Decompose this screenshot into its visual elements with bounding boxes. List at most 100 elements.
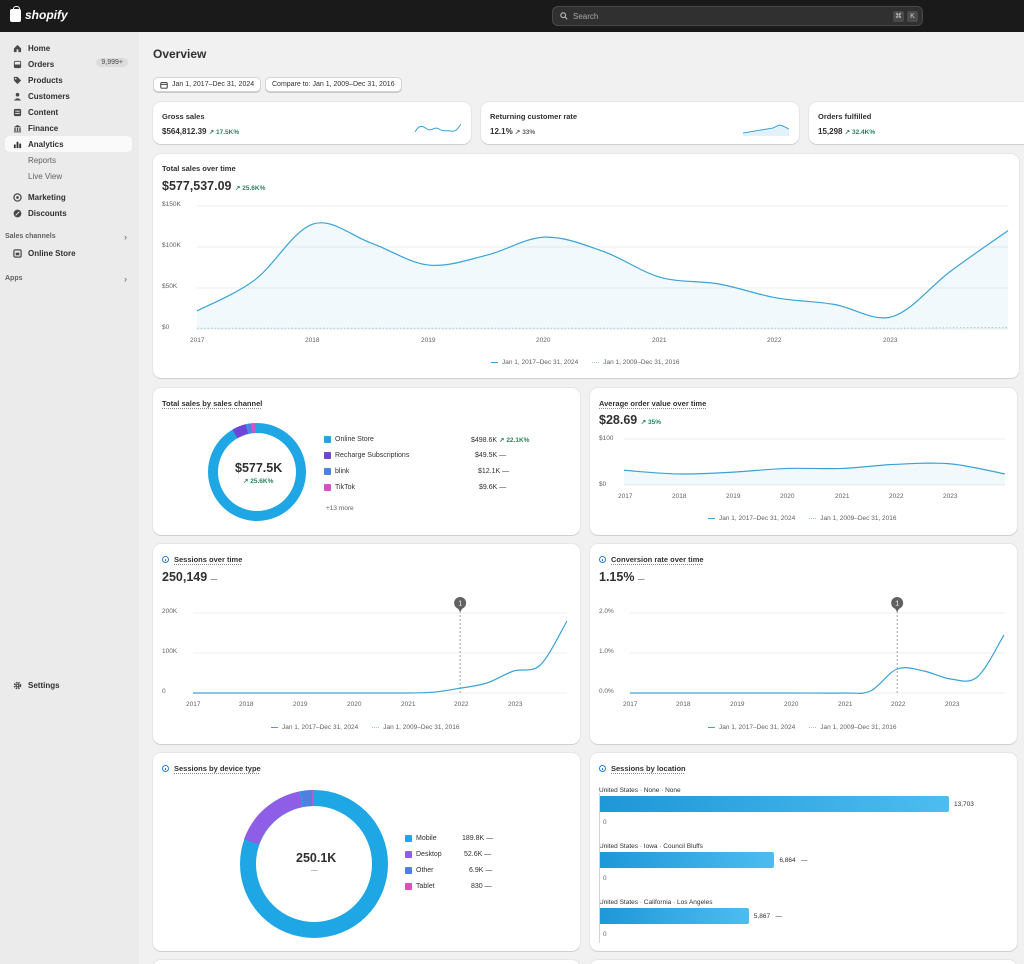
sidebar-item-discounts[interactable]: Discounts <box>5 205 132 221</box>
top-bar: shopify ⌘ K <box>0 0 1024 32</box>
legend-label: Jan 1, 2017–Dec 31, 2024 <box>719 724 796 731</box>
device-legend-row[interactable]: Tablet <box>405 883 435 890</box>
info-icon[interactable] <box>162 765 169 772</box>
card-title: Conversion rate over time <box>599 555 704 564</box>
conversion-card: Conversion rate over time 1.15% — 2.0% 1… <box>590 544 1017 744</box>
sidebar-item-content[interactable]: Content <box>5 104 132 120</box>
apps-chevron-icon[interactable]: › <box>124 274 127 284</box>
kpi-card-returning-rate[interactable]: Returning customer rate 12.1% ↗ 33% <box>481 102 799 144</box>
location-delta: — <box>801 857 808 864</box>
sidebar-item-marketing[interactable]: Marketing <box>5 189 132 205</box>
more-channels-link[interactable]: +13 more <box>326 505 354 512</box>
compare-picker[interactable]: Compare to: Jan 1, 2009–Dec 31, 2016 <box>265 77 402 92</box>
kpi-value: 15,298 ↗ 32.4K% <box>818 127 875 136</box>
aov-chart <box>623 438 1006 486</box>
kpi-card-gross-sales[interactable]: Gross sales $564,812.39 ↗ 17.5K% <box>153 102 471 144</box>
sidebar-item-live-view[interactable]: Live View <box>5 168 132 184</box>
card-title: Sessions over time <box>162 555 242 564</box>
discount-icon <box>13 209 22 217</box>
sidebar-item-customers[interactable]: Customers <box>5 88 132 104</box>
channel-delta: 22.1K% <box>506 437 530 444</box>
legend-item-current[interactable]: Jan 1, 2017–Dec 31, 2024 <box>271 724 358 731</box>
channel-value: $498.6K ↗ 22.1K% <box>471 436 530 445</box>
page-title: Overview <box>153 47 207 61</box>
location-bar[interactable] <box>599 852 775 868</box>
channel-legend-row[interactable]: blink <box>324 468 349 475</box>
kpi-card-orders-fulfilled[interactable]: Orders fulfilled 15,298 ↗ 32.4K% <box>809 102 1024 144</box>
info-icon[interactable] <box>599 556 606 563</box>
info-icon[interactable] <box>162 556 169 563</box>
sidebar-item-settings[interactable]: Settings <box>5 677 132 693</box>
sidebar-item-finance[interactable]: Finance <box>5 120 132 136</box>
shopify-logo[interactable]: shopify <box>10 5 68 22</box>
kpi-delta: 17.5K% <box>216 129 240 136</box>
sessions-chart: 1 <box>192 597 568 694</box>
channel-value-text: $498.6K <box>471 436 498 444</box>
kpi-value-text: 12.1% <box>490 127 513 136</box>
device-legend-row[interactable]: Other <box>405 867 434 874</box>
sidebar-item-online-store[interactable]: Online Store <box>5 245 132 261</box>
x-tick: 2018 <box>672 493 687 500</box>
location-bar[interactable] <box>599 908 749 924</box>
card-title-text: Sessions by location <box>611 764 686 773</box>
annotation-marker <box>891 597 904 609</box>
kpi-sparkline <box>743 124 789 136</box>
total-sales-delta: 25.6K% <box>242 185 266 192</box>
legend-item-previous[interactable]: Jan 1, 2009–Dec 31, 2016 <box>592 359 680 366</box>
sidebar-item-reports[interactable]: Reports <box>5 152 132 168</box>
device-value-text: 6.9K <box>469 867 484 874</box>
location-label: United States · California · Los Angeles <box>599 899 713 906</box>
sidebar-item-label: Reports <box>28 155 57 165</box>
donut-slice-online-store[interactable] <box>208 423 306 521</box>
legend-item-current[interactable]: Jan 1, 2017–Dec 31, 2024 <box>708 515 795 522</box>
donut-slice-recharge[interactable] <box>232 424 249 439</box>
channel-legend-row[interactable]: Recharge Subscriptions <box>324 452 409 459</box>
y-tick: 100K <box>162 648 178 655</box>
y-tick: $150K <box>162 201 181 208</box>
date-range-picker[interactable]: Jan 1, 2017–Dec 31, 2024 <box>153 77 262 92</box>
card-title: Total sales over time <box>162 164 236 173</box>
channel-value-text: $49.5K <box>475 452 498 459</box>
channel-legend-row[interactable]: Online Store <box>324 436 374 443</box>
channel-legend-row[interactable]: TikTok <box>324 484 355 491</box>
sales-channels-chevron-icon[interactable]: › <box>124 232 127 242</box>
channel-value: $9.6K — <box>479 484 506 491</box>
device-legend-row[interactable]: Mobile <box>405 835 437 842</box>
sidebar-item-analytics[interactable]: Analytics <box>5 136 132 152</box>
donut-center-delta: ↗ 25.6K% <box>243 477 273 485</box>
legend-item-current[interactable]: Jan 1, 2017–Dec 31, 2024 <box>491 359 578 366</box>
channel-delta: — <box>499 452 507 459</box>
x-tick: 2020 <box>347 701 362 708</box>
x-tick: 2020 <box>536 337 551 344</box>
bank-icon <box>13 124 22 132</box>
legend-item-current[interactable]: Jan 1, 2017–Dec 31, 2024 <box>708 724 795 731</box>
info-icon[interactable] <box>599 765 606 772</box>
legend-item-previous[interactable]: Jan 1, 2009–Dec 31, 2016 <box>809 515 897 522</box>
kpi-title: Returning customer rate <box>490 112 578 121</box>
y-tick: $50K <box>162 283 178 290</box>
channel-delta: — <box>499 484 507 491</box>
donut-slice-mobile[interactable] <box>240 790 388 938</box>
x-tick: 2018 <box>676 701 691 708</box>
kpi-title: Gross sales <box>162 112 205 121</box>
sidebar-item-orders[interactable]: Orders 9,999+ <box>5 56 132 72</box>
y-tick: 0.0% <box>599 688 614 695</box>
next-card-partial <box>153 960 580 964</box>
x-tick: 2021 <box>835 493 850 500</box>
sidebar-item-home[interactable]: Home <box>5 40 132 56</box>
kpi-value: 12.1% ↗ 33% <box>490 127 535 136</box>
donut-slice-desktop[interactable] <box>243 791 303 845</box>
search-bar[interactable]: ⌘ K <box>552 6 923 26</box>
search-input[interactable] <box>573 11 873 21</box>
legend-item-previous[interactable]: Jan 1, 2009–Dec 31, 2016 <box>809 724 897 731</box>
y-tick: 0 <box>162 688 166 695</box>
location-axis-zero: 0 <box>603 875 607 882</box>
series-line-current <box>623 462 1006 475</box>
legend-item-previous[interactable]: Jan 1, 2009–Dec 31, 2016 <box>372 724 460 731</box>
donut-slice-other[interactable] <box>300 790 313 807</box>
total-sales-value: $577,537.09 ↗ 25.6K% <box>162 179 265 193</box>
device-legend-row[interactable]: Desktop <box>405 851 442 858</box>
device-value: 52.6K — <box>464 851 491 858</box>
sidebar-item-products[interactable]: Products <box>5 72 132 88</box>
location-bar[interactable] <box>599 796 949 812</box>
